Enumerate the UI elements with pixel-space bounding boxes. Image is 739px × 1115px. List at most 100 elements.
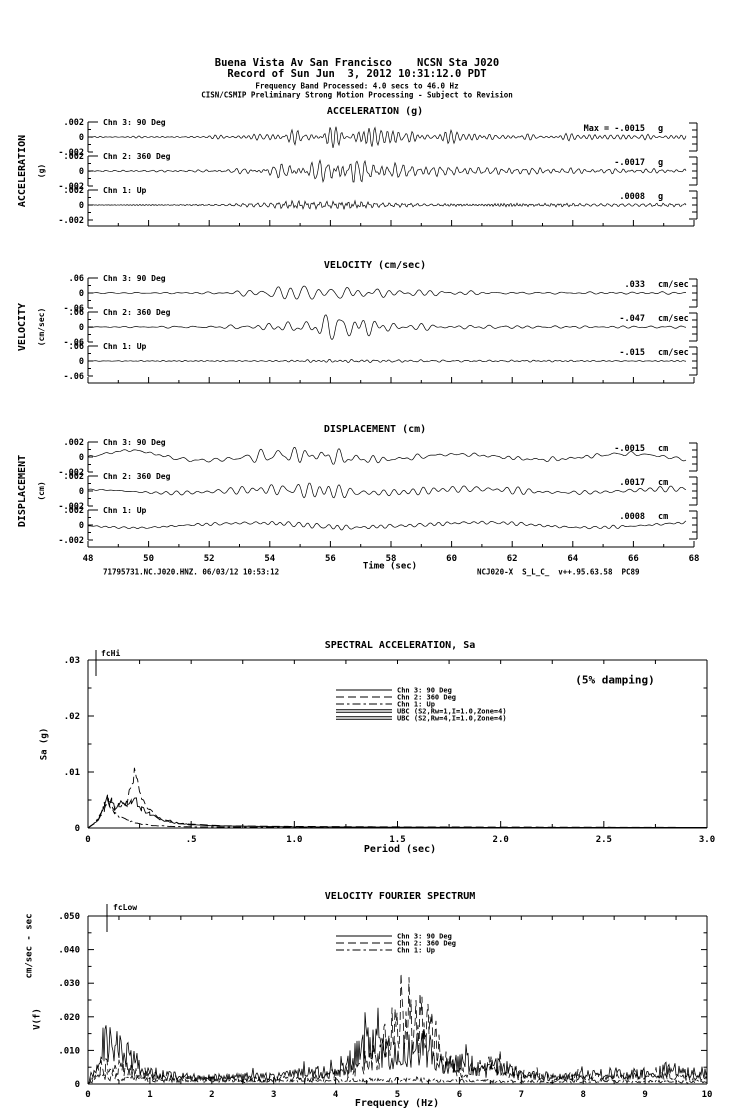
damping-note: (5% damping) (575, 673, 655, 687)
fchi-label: fcHi (101, 649, 121, 658)
velocity-axis-units: (cm/sec) (37, 307, 46, 347)
fourier-xtick-label: 2 (209, 1090, 214, 1100)
record-date-line: Record of Sun Jun 3, 2012 10:31:12.0 PDT (227, 67, 487, 80)
fourier-legend-label: Chn 1: Up (397, 947, 435, 955)
displacement-trace (87, 482, 687, 499)
fourier-ytick-label: .020 (58, 1013, 80, 1023)
fourier-legend-label: Chn 2: 360 Deg (397, 940, 456, 948)
ytick-label: -.002 (58, 182, 84, 192)
channel-label: Chn 1: Up (103, 342, 147, 351)
sa-xtick-label: 0 (85, 835, 90, 845)
sa-xtick-label: 2.0 (493, 835, 509, 845)
velocity-trace (87, 285, 687, 300)
max-value: .0008 (619, 512, 645, 522)
channel-label: Chn 3: 90 Deg (103, 274, 166, 283)
fourier-ytick-label: .010 (58, 1046, 80, 1056)
ytick-label: .06 (69, 274, 84, 284)
time-tick-label: 68 (689, 554, 700, 564)
channel-label: Chn 3: 90 Deg (103, 438, 166, 447)
sa-ytick-label: 0 (75, 824, 80, 834)
max-unit: cm/sec (658, 348, 689, 358)
sa-curve (88, 767, 707, 828)
ytick-label: .002 (64, 438, 84, 448)
fourier-ytick-label: .040 (58, 946, 80, 956)
fclow-label: fcLow (113, 903, 138, 912)
time-axis-label: Time (sec) (362, 561, 418, 572)
ytick-label: .002 (64, 152, 84, 162)
station-title: Buena Vista Av San Francisco NCSN Sta J0… (214, 56, 500, 69)
fourier-spectrum-title: VELOCITY FOURIER SPECTRUM (324, 891, 476, 902)
acceleration-trace (87, 126, 687, 148)
sa-legend-label: Chn 2: 360 Deg (397, 694, 456, 702)
fourier-ytick-label: .050 (58, 912, 80, 922)
max-unit: g (658, 158, 663, 168)
ytick-label: 0 (79, 289, 84, 299)
fourier-curve (88, 1071, 707, 1084)
time-tick-label: 50 (143, 554, 154, 564)
fourier-xtick-label: 1 (147, 1090, 152, 1100)
ytick-label: -.002 (58, 502, 84, 512)
displacement-title: DISPLACEMENT (cm) (323, 424, 427, 435)
ytick-label: .002 (64, 118, 84, 128)
velocity-trace (87, 359, 687, 364)
velocity-axis-label: VELOCITY (17, 302, 28, 352)
processing-version-footer: NCJ020-X S_L_C_ v++.95.63.58 PC89 (477, 567, 640, 577)
acceleration-trace (87, 158, 687, 184)
channel-label: Chn 2: 360 Deg (103, 152, 171, 161)
ytick-label: .002 (64, 186, 84, 196)
sa-ytick-label: .01 (64, 768, 80, 778)
ytick-label: 0 (79, 521, 84, 531)
frequency-axis-label: Frequency (Hz) (354, 1098, 440, 1109)
max-value: -.0017 (614, 158, 645, 168)
ytick-label: -.002 (58, 536, 84, 546)
sa-legend-label: Chn 3: 90 Deg (397, 687, 452, 695)
time-tick-label: 60 (446, 554, 457, 564)
fourier-xtick-label: 8 (580, 1090, 585, 1100)
fourier-y-axis-units: cm/sec - sec (24, 913, 35, 979)
record-id-footer: 71795731.NC.J020.HNZ. 06/03/12 10:53:12 (103, 567, 280, 577)
sa-legend-label: Chn 1: Up (397, 701, 435, 709)
ytick-label: .06 (69, 308, 84, 318)
displacement-trace (87, 447, 687, 465)
time-tick-label: 48 (83, 554, 94, 564)
fourier-curve (88, 973, 707, 1084)
max-unit: g (658, 192, 663, 202)
time-tick-label: 62 (507, 554, 518, 564)
max-value: -.047 (619, 314, 645, 324)
sa-y-axis-label: Sa (g) (39, 727, 50, 761)
fourier-xtick-label: 5 (395, 1090, 400, 1100)
ytick-label: -.06 (64, 372, 84, 382)
sa-ytick-label: .03 (64, 656, 80, 666)
sa-ytick-label: .02 (64, 712, 80, 722)
frequency-band-line: Frequency Band Processed: 4.0 secs to 46… (255, 81, 459, 91)
displacement-axis-label: DISPLACEMENT (17, 454, 28, 528)
ytick-label: 0 (79, 453, 84, 463)
sa-xtick-label: .5 (186, 835, 197, 845)
ytick-label: 0 (79, 323, 84, 333)
max-value: .0017 (619, 478, 645, 488)
fourier-y-axis-label: V(f) (32, 1008, 43, 1030)
acceleration-axis-units: (g) (37, 163, 46, 179)
fourier-legend-label: Chn 3: 90 Deg (397, 933, 452, 941)
acceleration-axis-label: ACCELERATION (17, 134, 28, 208)
acceleration-title: ACCELERATION (g) (326, 106, 424, 117)
ytick-label: 0 (79, 357, 84, 367)
time-tick-label: 52 (204, 554, 215, 564)
acceleration-trace (87, 199, 687, 211)
sa-xtick-label: 3.0 (699, 835, 715, 845)
sa-curve (88, 801, 707, 828)
time-tick-label: 54 (264, 554, 275, 564)
ytick-label: -.002 (58, 468, 84, 478)
ytick-label: .06 (69, 342, 84, 352)
fourier-xtick-label: 6 (457, 1090, 462, 1100)
time-tick-label: 64 (567, 554, 578, 564)
fourier-xtick-label: 10 (702, 1090, 713, 1100)
ytick-label: -.002 (58, 148, 84, 158)
ytick-label: 0 (79, 133, 84, 143)
max-value: -.0015 (614, 444, 645, 454)
sa-xtick-label: 1.5 (389, 835, 405, 845)
max-unit: g (658, 124, 663, 134)
period-axis-label: Period (sec) (363, 844, 437, 855)
